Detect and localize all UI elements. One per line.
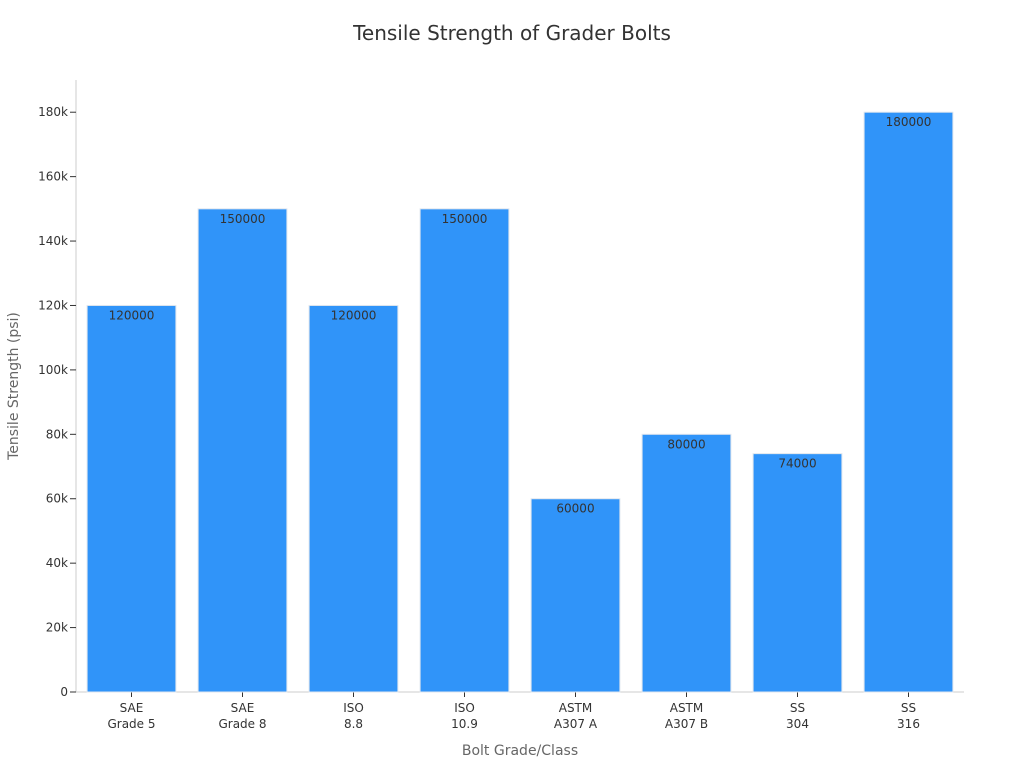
x-tick-label: A307 B <box>665 717 708 731</box>
data-label: 80000 <box>667 437 705 451</box>
y-tick-label: 100k <box>38 363 68 377</box>
x-tick-label: 304 <box>786 717 809 731</box>
bar <box>863 111 954 693</box>
x-tick-label: Grade 8 <box>218 717 266 731</box>
bar <box>419 208 510 693</box>
y-tick-label: 60k <box>46 492 68 506</box>
data-label: 150000 <box>220 212 266 226</box>
x-tick-label: SS <box>901 701 916 715</box>
y-tick-label: 160k <box>38 170 68 184</box>
bar <box>752 453 843 693</box>
bar <box>197 208 288 693</box>
y-tick-label: 20k <box>46 621 68 635</box>
data-label: 120000 <box>109 308 155 322</box>
x-tick-label: ASTM <box>670 701 704 715</box>
bar <box>308 304 399 693</box>
x-tick-label: ISO <box>343 701 364 715</box>
data-label: 120000 <box>331 308 377 322</box>
y-axis-title: Tensile Strength (psi) <box>6 312 22 461</box>
x-tick-label: ISO <box>454 701 475 715</box>
data-label: 180000 <box>886 115 932 129</box>
y-axis: 0 20k 40k 60k 80k 100k 120k 140k 160k 180k <box>38 80 77 699</box>
x-tick-label: SAE <box>120 701 144 715</box>
x-tick-label: Grade 5 <box>107 717 155 731</box>
x-tick-label: SS <box>790 701 805 715</box>
x-axis: SAE Grade 5 SAE Grade 8 ISO 8.8 ISO 10.9 ASTM A30… <box>76 691 964 731</box>
data-labels-group: 120000 150000 120000 150000 60000 80000 74000 1… <box>109 115 932 516</box>
y-tick-label: 0 <box>60 685 68 699</box>
bars-group <box>86 111 954 693</box>
x-tick-label: 10.9 <box>451 717 478 731</box>
x-tick-label: 8.8 <box>344 717 363 731</box>
y-tick-label: 180k <box>38 105 68 119</box>
x-tick-label: A307 A <box>554 717 598 731</box>
bar <box>86 304 177 693</box>
data-label: 150000 <box>442 212 488 226</box>
data-label: 74000 <box>778 457 816 471</box>
x-tick-label: ASTM <box>559 701 593 715</box>
y-tick-label: 40k <box>46 556 68 570</box>
x-tick-label: SAE <box>231 701 255 715</box>
bar <box>641 433 732 693</box>
y-tick-label: 140k <box>38 234 68 248</box>
y-tick-label: 80k <box>46 427 68 441</box>
bar <box>530 498 621 693</box>
x-axis-title: Bolt Grade/Class <box>462 743 578 759</box>
chart-title: Tensile Strength of Grader Bolts <box>352 21 671 45</box>
data-label: 60000 <box>556 502 594 516</box>
x-tick-label: 316 <box>897 717 920 731</box>
y-tick-label: 120k <box>38 298 68 312</box>
